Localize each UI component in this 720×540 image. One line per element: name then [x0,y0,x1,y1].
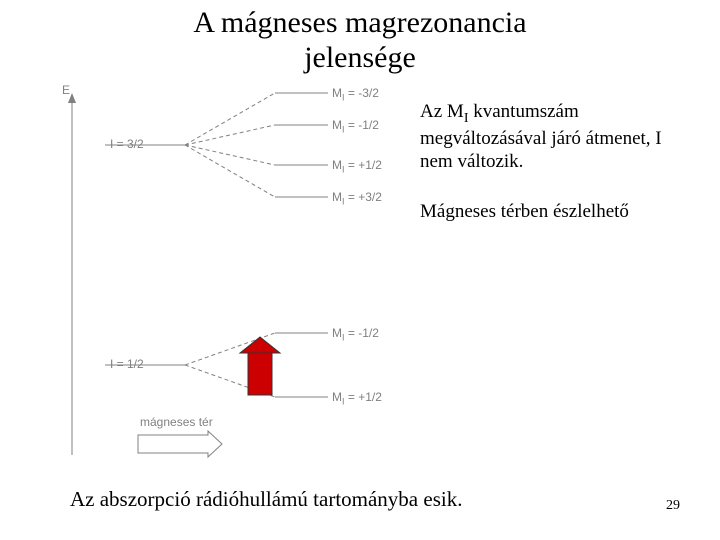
mag-field-label: mágneses tér [140,415,213,429]
level-label-m-3-2: MI = -3/2 [332,86,379,102]
bottom-text: Az abszorpció rádióhullámú tartományba e… [70,487,462,512]
level-label-p-1-2-upper: MI = +1/2 [332,158,382,174]
title-line2: jelensége [304,41,416,74]
description-para-1: Az MI kvantumszám megváltozásával járó á… [420,100,680,173]
page-number: 29 [666,498,680,514]
level-label-p-3-2: MI = +3/2 [332,190,382,206]
axis-label-E: E [62,83,70,97]
level-label-m-1-2-upper: MI = -1/2 [332,118,379,134]
description-para-2: Mágneses térben észlelhető [420,200,680,223]
level-label-m-1-2-lower: MI = -1/2 [332,326,379,342]
title-line1: A mágneses magrezonancia [193,6,526,39]
level-label-p-1-2-lower: MI = +1/2 [332,390,382,406]
energy-diagram: E I = 3/2 I = 1/2 mágneses tér MI = -3/2… [60,85,400,465]
spin-label-I12: I = 1/2 [110,357,144,371]
spin-label-I32: I = 3/2 [110,137,144,151]
